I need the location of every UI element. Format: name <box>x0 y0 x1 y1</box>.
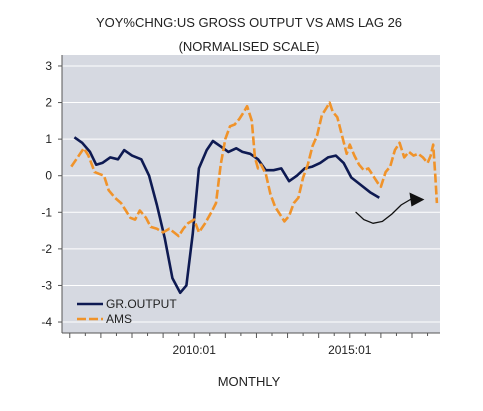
x-axis: 2010:01 2015:01 <box>62 332 440 357</box>
chart-title: YOY%CHNG:US GROSS OUTPUT VS AMS LAG 26 <box>96 15 402 30</box>
x-axis-title: MONTHLY <box>218 374 281 389</box>
series-line-gr-output <box>73 136 380 295</box>
plot-area <box>62 55 440 333</box>
legend-label: AMS <box>106 312 132 326</box>
y-tick-label: -3 <box>41 278 52 292</box>
y-tick-label: -1 <box>41 205 52 219</box>
annotation-curve <box>355 198 412 224</box>
y-tick-label: 0 <box>45 169 52 183</box>
annotation-arrowhead <box>409 192 425 207</box>
series-line-ams <box>70 101 439 238</box>
y-tick-label: 3 <box>45 59 52 73</box>
chart-subtitle: (NORMALISED SCALE) <box>179 39 320 54</box>
series-lines <box>70 101 439 295</box>
y-axis: 3 2 1 0 -1 -2 -3 -4 <box>41 55 63 333</box>
y-tick-label: 1 <box>45 132 52 146</box>
legend-label: GR.OUTPUT <box>106 297 177 311</box>
x-tick-label: 2015:01 <box>328 343 372 357</box>
annotation-arrow <box>355 192 425 224</box>
grid-lines <box>62 65 440 323</box>
x-tick-label: 2010:01 <box>173 343 217 357</box>
y-tick-label: -4 <box>41 315 52 329</box>
y-tick-label: -2 <box>41 242 52 256</box>
y-tick-label: 2 <box>45 96 52 110</box>
